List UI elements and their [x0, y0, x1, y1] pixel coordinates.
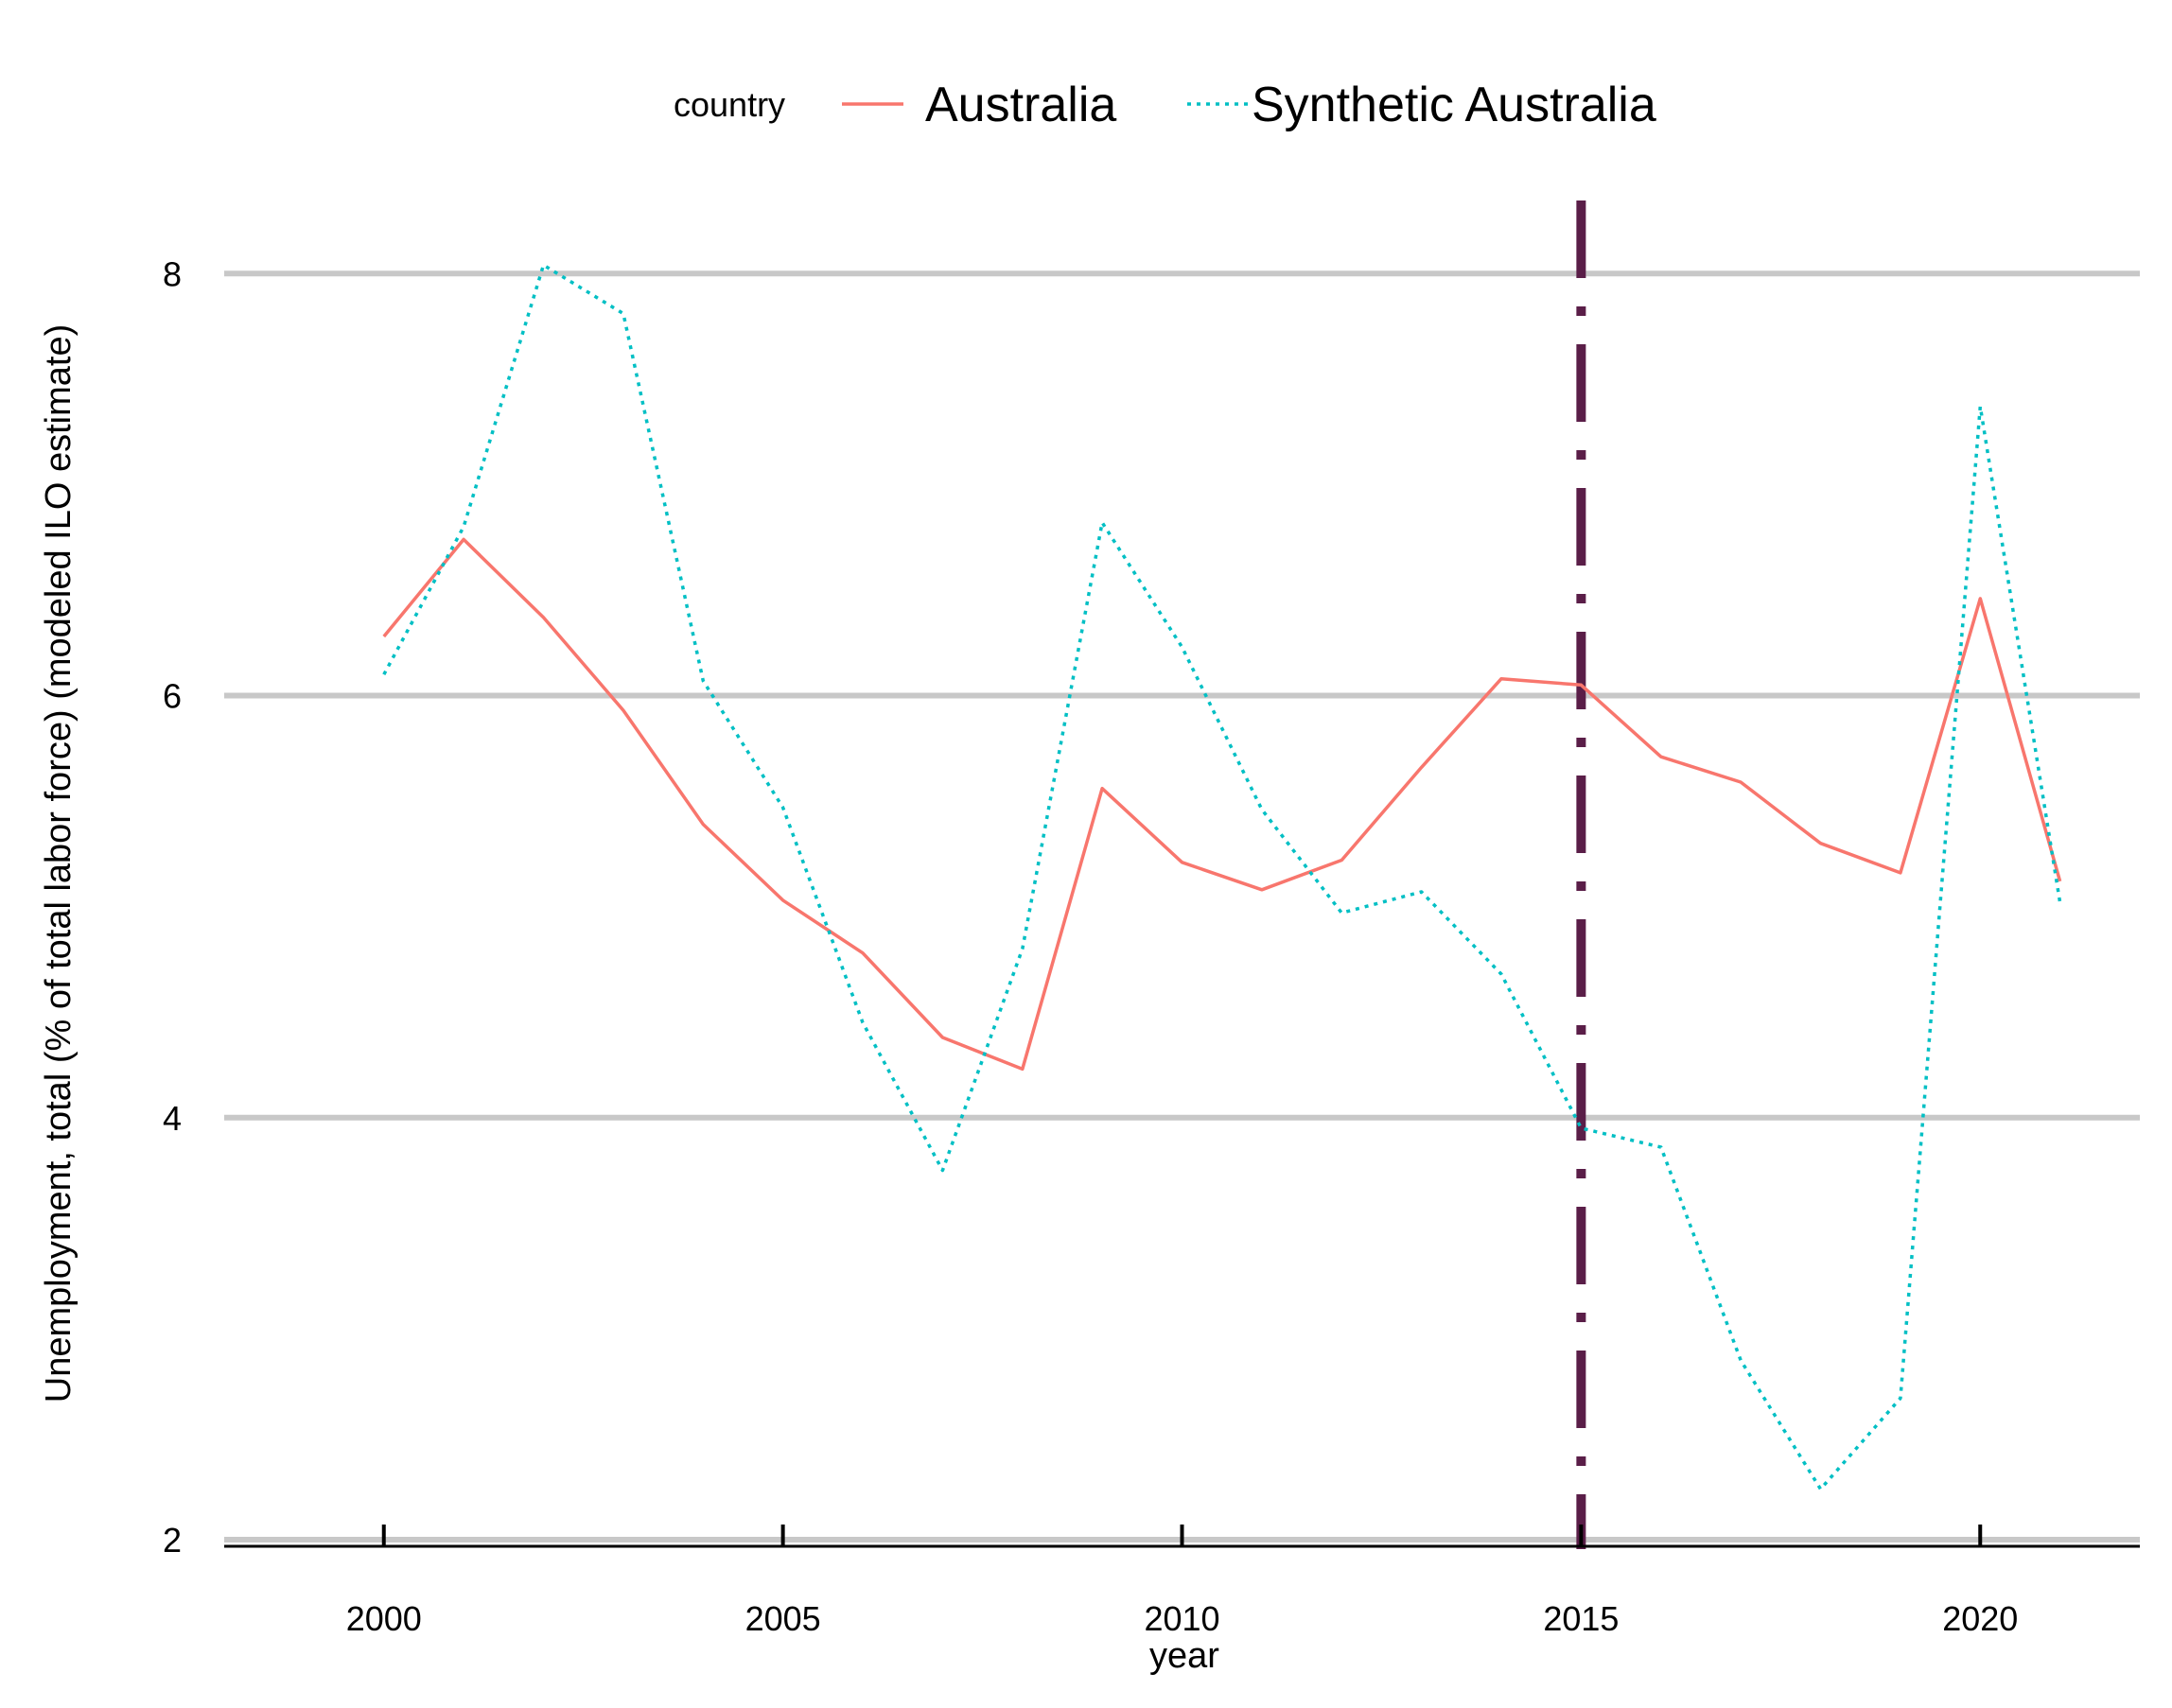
legend-label-synthetic-australia: Synthetic Australia — [1252, 78, 1656, 132]
tick-labels: 2 4 6 8 2000 2005 2010 2015 2020 — [163, 254, 2018, 1638]
x-axis-title: year — [1149, 1636, 1219, 1676]
series-line-australia — [382, 537, 2062, 1072]
x-tick-label-2005: 2005 — [745, 1599, 821, 1638]
x-tick-label-2010: 2010 — [1144, 1599, 1219, 1638]
legend-label-australia: Australia — [925, 78, 1116, 132]
y-tick-label-6: 6 — [163, 677, 182, 716]
y-axis-title: Unemployment, total (% of total labor fo… — [39, 324, 79, 1403]
series-layer — [382, 263, 2062, 1491]
y-tick-label-2: 2 — [163, 1521, 182, 1560]
y-tick-label-4: 4 — [163, 1099, 182, 1138]
y-tick-label-8: 8 — [163, 254, 182, 293]
series-line-synthetic-australia — [382, 263, 2062, 1491]
x-tick-label-2015: 2015 — [1543, 1599, 1619, 1638]
legend-title: country — [674, 85, 785, 124]
x-tick-label-2000: 2000 — [346, 1599, 422, 1638]
gridlines — [224, 270, 2140, 1542]
x-tick-label-2020: 2020 — [1942, 1599, 2018, 1638]
legend: country Australia Synthetic Australia — [674, 78, 1656, 132]
axes — [224, 1525, 2140, 1548]
